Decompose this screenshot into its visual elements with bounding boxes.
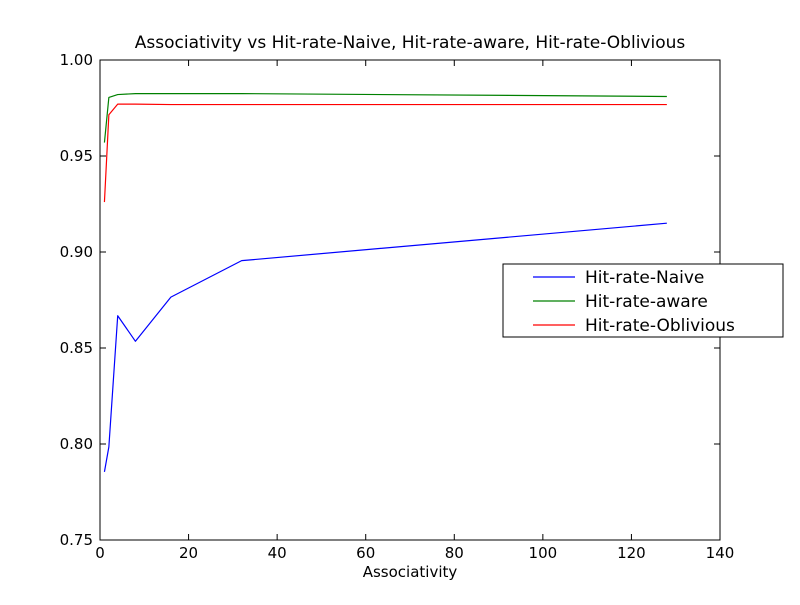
- x-tick-label: 120: [617, 544, 646, 562]
- series-line-hit-rate-naive: [103, 222, 667, 472]
- y-tick-label: 0.75: [60, 531, 93, 549]
- series-line-hit-rate-oblivious: [103, 103, 667, 203]
- x-tick-label: 40: [268, 544, 287, 562]
- x-tick-label: 100: [529, 544, 558, 562]
- x-tick-label: 60: [356, 544, 375, 562]
- plot-area: 0 20 40 60 80 100 120 140 0.75 0.80 0.85 0.90 0.95 1.…: [60, 51, 735, 562]
- y-tick-label: 0.80: [60, 435, 93, 453]
- legend-label-hit-rate-aware: Hit-rate-aware: [585, 292, 708, 312]
- y-tick-label: 0.85: [60, 339, 93, 357]
- y-tick-label: 0.90: [60, 243, 93, 261]
- legend-label-hit-rate-naive: Hit-rate-Naive: [585, 268, 704, 288]
- x-tick-label: 20: [179, 544, 198, 562]
- y-tick-label: 1.00: [60, 51, 93, 69]
- series-line-hit-rate-aware: [103, 92, 667, 143]
- legend-label-hit-rate-oblivious: Hit-rate-Oblivious: [585, 316, 735, 336]
- legend: Hit-rate-Naive Hit-rate-aware Hit-rate-Obl…: [502, 263, 784, 338]
- x-tick-label: 140: [706, 544, 735, 562]
- x-axis-label: Associativity: [363, 563, 458, 581]
- x-tick-label: 80: [445, 544, 464, 562]
- x-tick-label: 0: [95, 544, 105, 562]
- y-tick-label: 0.95: [60, 147, 93, 165]
- chart-title: Associativity vs Hit-rate-Naive, Hit-rat…: [135, 33, 686, 53]
